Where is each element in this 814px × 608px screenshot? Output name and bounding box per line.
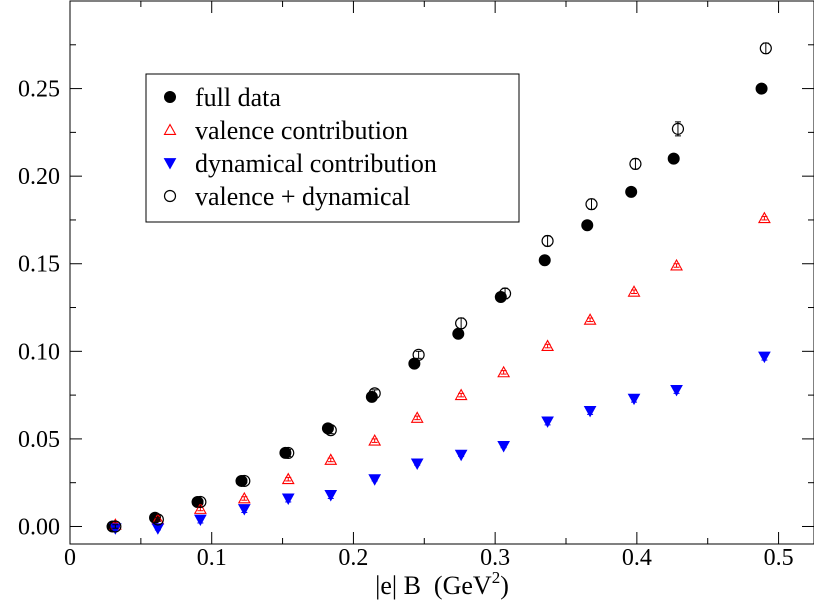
data-point (583, 313, 597, 325)
y-tick-label: 0.00 (18, 514, 60, 540)
data-point (235, 474, 248, 487)
data-point (282, 446, 295, 460)
data-point (410, 458, 424, 470)
x-tick-label: 0.4 (622, 545, 652, 571)
x-axis-title-superscript: 2 (492, 568, 501, 587)
legend: full data valence contribution dynamical c… (145, 73, 520, 223)
y-tick-label: 0.20 (18, 164, 60, 190)
data-point (667, 152, 680, 165)
data-point (237, 504, 251, 516)
data-point (758, 351, 771, 364)
data-point (759, 42, 772, 55)
data-point (497, 365, 511, 378)
data-point (671, 122, 685, 135)
legend-label: valence contribution (195, 116, 408, 145)
legend-marker (163, 158, 177, 170)
data-point (452, 327, 465, 340)
data-point (151, 513, 164, 526)
data-point (194, 495, 207, 509)
x-tick-label: 0.5 (764, 545, 794, 571)
data-point (581, 219, 594, 232)
data-point (757, 211, 771, 224)
y-tick-label: 0.15 (18, 252, 60, 278)
series-valence-dynamical (109, 42, 772, 533)
data-point (497, 441, 510, 453)
data-point (412, 348, 425, 361)
data-point (193, 502, 207, 514)
data-point (324, 490, 338, 502)
data-point (454, 449, 468, 462)
data-point (238, 474, 251, 488)
data-point (281, 493, 295, 505)
data-point (368, 387, 381, 400)
data-point (324, 424, 337, 437)
data-point (109, 520, 122, 533)
x-tick-label: 0.2 (338, 545, 368, 571)
data-point (541, 234, 554, 248)
x-tick-label: 0 (64, 545, 76, 571)
series-valence-contribution (108, 211, 771, 530)
data-point (324, 453, 338, 465)
data-point (368, 474, 382, 486)
series-dynamical-contribution (108, 351, 771, 535)
data-point (538, 254, 551, 267)
data-point (585, 198, 598, 211)
legend-label: full data (195, 83, 281, 112)
data-points (106, 42, 772, 535)
data-point (455, 317, 468, 330)
plot-frame (69, 0, 814, 545)
data-point (108, 523, 122, 535)
data-point (755, 82, 768, 95)
legend-box (145, 73, 520, 223)
legend-label: dynamical contribution (195, 149, 437, 178)
data-point (454, 388, 468, 401)
legend-marker (163, 189, 177, 203)
data-point (541, 416, 554, 428)
data-point (498, 287, 512, 300)
series-full-data (106, 82, 768, 533)
y-tick-label: 0.05 (18, 427, 60, 453)
data-point (410, 411, 424, 423)
data-point (670, 258, 683, 271)
data-point (627, 393, 641, 406)
data-point (368, 434, 382, 446)
x-tick-label: 0.3 (480, 545, 510, 571)
data-point (583, 405, 597, 418)
data-point (625, 185, 638, 198)
data-point (629, 157, 642, 170)
data-point (541, 339, 555, 352)
axis-ticks: 0 0.1 0.2 0.3 0.4 0.5 0.00 0.05 0.10 0.15 0.20 0.25 (18, 1, 814, 571)
data-point (194, 514, 207, 527)
legend-label: valence + dynamical (195, 182, 410, 211)
x-tick-label: 0.1 (197, 545, 227, 571)
data-point (151, 523, 165, 535)
data-point (281, 472, 295, 485)
legend-marker (163, 123, 177, 135)
x-axis-title: |e| B (GeV2) (375, 568, 509, 600)
data-point (237, 491, 251, 504)
y-tick-label: 0.10 (18, 339, 60, 365)
data-point (627, 285, 641, 297)
y-tick-label: 0.25 (18, 77, 60, 103)
data-point (670, 384, 683, 397)
legend-marker (164, 91, 176, 103)
